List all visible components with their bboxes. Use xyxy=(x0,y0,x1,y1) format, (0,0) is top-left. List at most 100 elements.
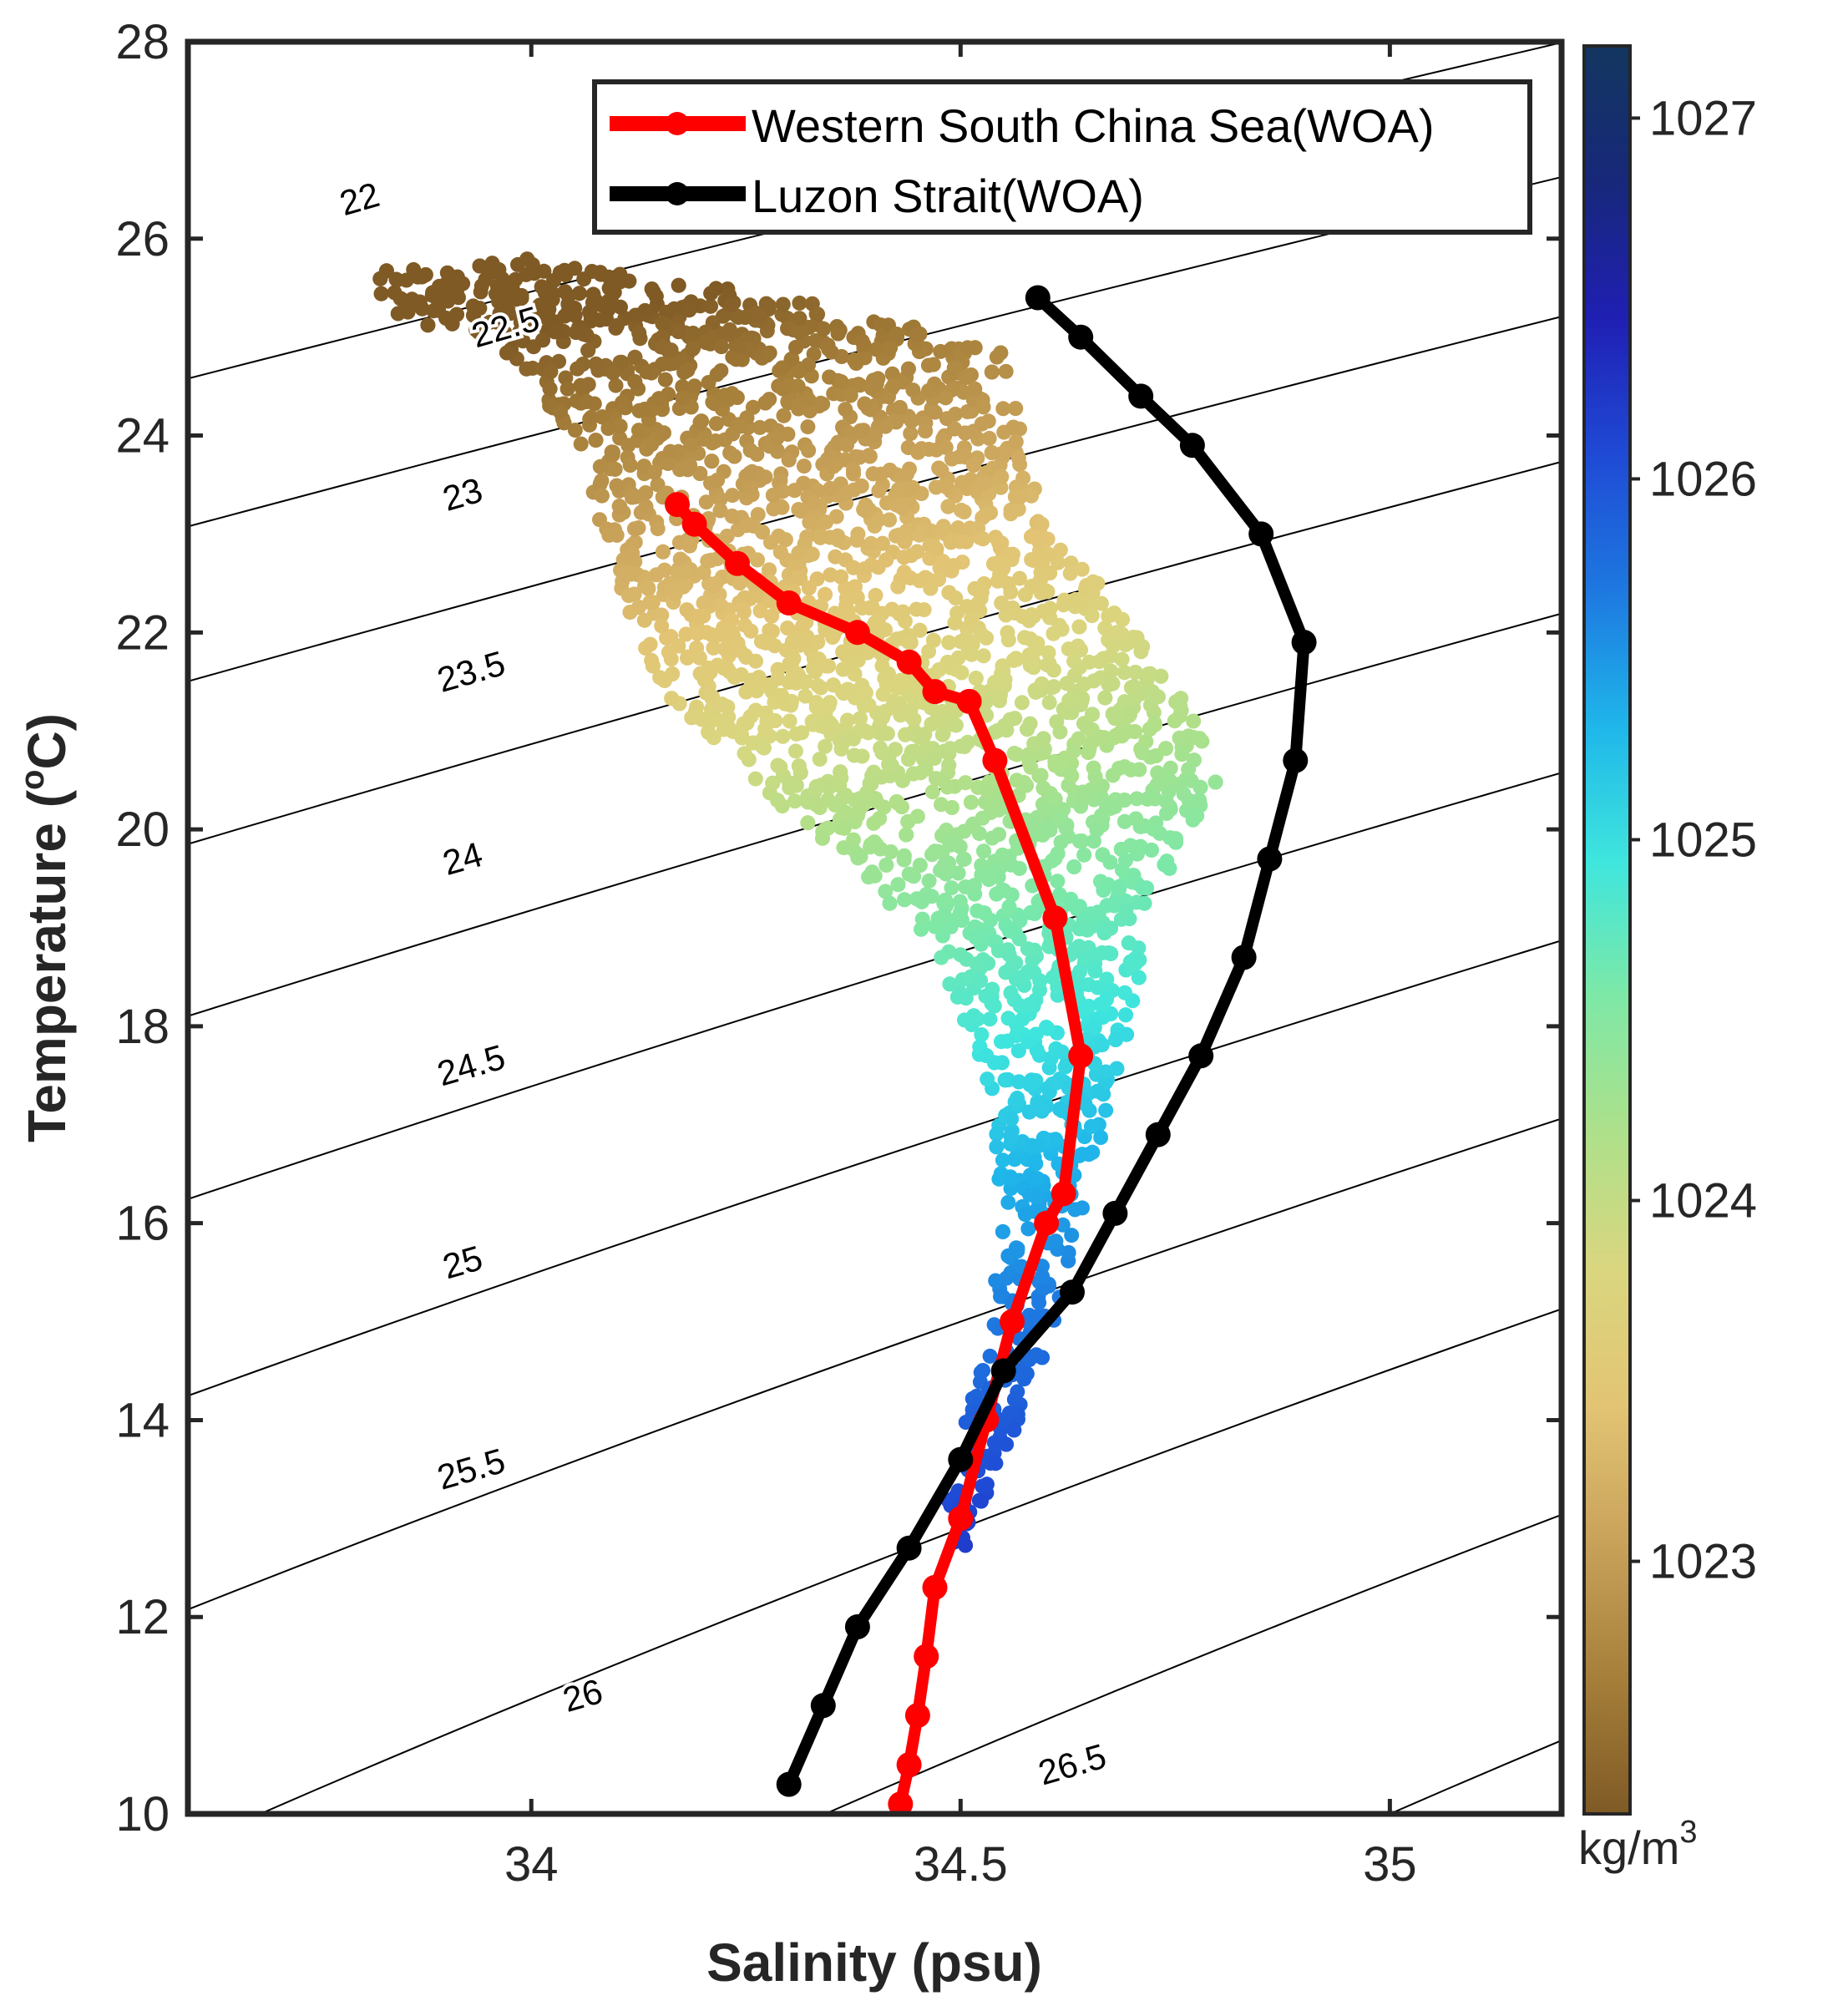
scatter-point xyxy=(853,711,868,727)
scatter-point xyxy=(1158,793,1174,809)
scatter-point xyxy=(849,532,865,548)
y-axis-label-prefix: Temperature ( xyxy=(17,789,77,1142)
scatter-point xyxy=(979,1477,995,1492)
scatter-point xyxy=(1006,746,1022,762)
scatter-point xyxy=(863,535,878,551)
scatter-point xyxy=(636,612,652,628)
scatter-point xyxy=(1076,676,1092,692)
scatter-point xyxy=(1028,1156,1044,1172)
scatter-point xyxy=(934,797,949,813)
colorbar-tick-label-1: 1024 xyxy=(1649,1174,1757,1228)
scatter-point xyxy=(1093,595,1109,611)
y-tick-label-9: 28 xyxy=(115,15,170,69)
series-2-marker xyxy=(1128,383,1154,409)
series-1-marker xyxy=(1051,1181,1076,1207)
scatter-point xyxy=(594,488,610,504)
y-tick-label-6: 22 xyxy=(115,605,170,660)
scatter-point xyxy=(1172,698,1187,714)
scatter-point xyxy=(666,355,681,371)
scatter-point xyxy=(733,418,748,434)
scatter-point xyxy=(964,403,980,419)
series-2-marker xyxy=(896,1535,922,1561)
scatter-point xyxy=(473,284,489,300)
scatter-point xyxy=(654,607,670,623)
scatter-point xyxy=(959,734,975,750)
legend-marker-series-2 xyxy=(666,182,689,205)
scatter-point xyxy=(1011,1074,1027,1090)
scatter-point xyxy=(786,651,802,666)
scatter-point xyxy=(655,357,671,372)
scatter-point xyxy=(839,712,855,728)
scatter-point xyxy=(943,919,959,935)
scatter-point xyxy=(1040,546,1056,562)
scatter-point xyxy=(671,565,686,581)
scatter-point xyxy=(878,857,894,873)
scatter-point xyxy=(1006,1422,1022,1438)
scatter-point xyxy=(1030,1171,1046,1187)
scatter-point xyxy=(958,775,974,791)
series-1-marker xyxy=(1034,1210,1060,1236)
scatter-point xyxy=(995,401,1011,417)
scatter-point xyxy=(400,304,416,320)
scatter-point xyxy=(1181,762,1197,778)
scatter-point xyxy=(867,427,883,443)
scatter-point xyxy=(655,544,671,560)
scatter-point xyxy=(815,830,830,846)
scatter-point xyxy=(748,702,763,718)
scatter-point xyxy=(836,820,852,836)
scatter-point xyxy=(1029,1189,1045,1205)
scatter-point xyxy=(644,437,660,453)
scatter-point xyxy=(1045,970,1061,985)
scatter-point xyxy=(796,458,812,474)
scatter-point xyxy=(987,675,1003,691)
scatter-point xyxy=(886,377,902,393)
scatter-point xyxy=(1010,1043,1026,1059)
series-1-marker xyxy=(922,679,948,705)
scatter-point xyxy=(1012,570,1027,586)
scatter-point xyxy=(696,595,711,611)
scatter-point xyxy=(966,878,982,894)
scatter-point xyxy=(601,527,617,543)
scatter-point xyxy=(785,666,801,681)
scatter-point xyxy=(655,316,671,332)
scatter-point xyxy=(702,664,718,680)
scatter-point xyxy=(967,381,983,397)
scatter-point xyxy=(1011,860,1027,876)
scatter-point xyxy=(791,502,807,518)
scatter-point xyxy=(1076,847,1092,863)
scatter-point xyxy=(913,765,929,781)
scatter-point xyxy=(899,466,914,482)
scatter-point xyxy=(847,352,862,367)
scatter-point xyxy=(838,485,854,501)
y-tick-label-8: 26 xyxy=(115,212,170,266)
scatter-point xyxy=(1192,793,1207,808)
scatter-point xyxy=(981,430,997,446)
scatter-point xyxy=(956,448,972,463)
scatter-point xyxy=(1050,846,1066,861)
scatter-point xyxy=(1142,666,1158,681)
scatter-point xyxy=(1050,874,1066,889)
scatter-point xyxy=(1012,489,1028,505)
scatter-point xyxy=(1008,651,1024,666)
scatter-point xyxy=(1040,645,1056,661)
legend-marker-series-1 xyxy=(666,112,689,135)
scatter-point xyxy=(878,552,894,568)
scatter-point xyxy=(999,1436,1014,1452)
scatter-point xyxy=(1067,1202,1083,1218)
scatter-point xyxy=(1085,1144,1101,1160)
scatter-point xyxy=(1137,895,1152,911)
series-1-marker xyxy=(725,550,750,576)
scatter-point xyxy=(1048,1233,1064,1249)
series-1-marker xyxy=(896,649,922,675)
scatter-point xyxy=(646,464,662,480)
scatter-point xyxy=(420,317,436,333)
scatter-point xyxy=(931,571,946,587)
scatter-point xyxy=(839,437,854,453)
scatter-point xyxy=(1139,880,1154,896)
scatter-point xyxy=(1012,913,1028,929)
colorbar-unit-superscript: 3 xyxy=(1679,1815,1697,1850)
scatter-point xyxy=(592,265,608,281)
scatter-point xyxy=(934,727,950,742)
scatter-point xyxy=(690,626,706,641)
scatter-point xyxy=(579,393,595,409)
